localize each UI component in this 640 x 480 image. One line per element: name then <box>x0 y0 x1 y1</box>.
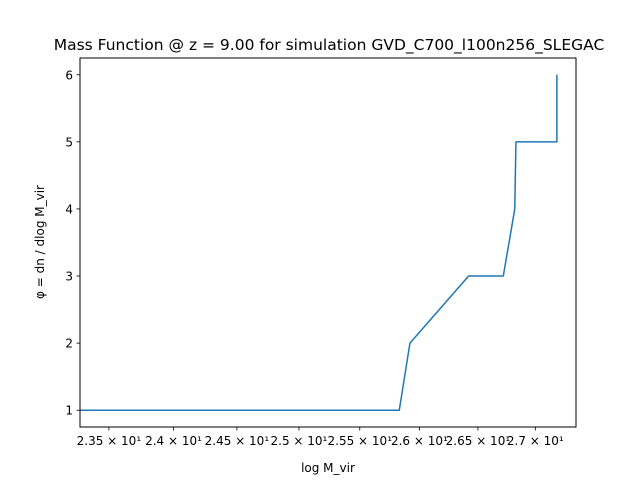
y-axis: 1 2 3 4 5 6 <box>65 68 80 418</box>
y-tick-label: 2 <box>65 337 73 351</box>
plot-frame <box>79 57 577 428</box>
y-tick-label: 3 <box>65 270 73 284</box>
x-tick-label: 2.45 × 10¹ <box>205 434 270 448</box>
x-tick-label: 2.65 × 10¹ <box>446 434 511 448</box>
x-tick-label: 2.7 × 10¹ <box>507 434 564 448</box>
y-tick-label: 6 <box>65 68 73 82</box>
x-axis-label: log M_vir <box>301 461 355 475</box>
chart-title: Mass Function @ z = 9.00 for simulation … <box>54 36 605 55</box>
series-line-0 <box>80 74 558 411</box>
x-tick-label: 2.55 × 10¹ <box>328 434 393 448</box>
y-tick-label: 1 <box>65 404 73 418</box>
plot-line-layer <box>80 74 558 411</box>
x-axis: 2.35 × 10¹ 2.4 × 10¹ 2.45 × 10¹ 2.5 × 10¹ 2.… <box>77 427 564 448</box>
x-tick-label: 2.6 × 10¹ <box>391 434 448 448</box>
x-tick-label: 2.5 × 10¹ <box>271 434 328 448</box>
x-tick-label: 2.4 × 10¹ <box>145 434 202 448</box>
y-tick-label: 5 <box>65 135 73 149</box>
y-axis-label: φ = dn / dlog M_vir <box>33 185 47 299</box>
x-tick-label: 2.35 × 10¹ <box>77 434 142 448</box>
y-tick-label: 4 <box>65 202 73 216</box>
